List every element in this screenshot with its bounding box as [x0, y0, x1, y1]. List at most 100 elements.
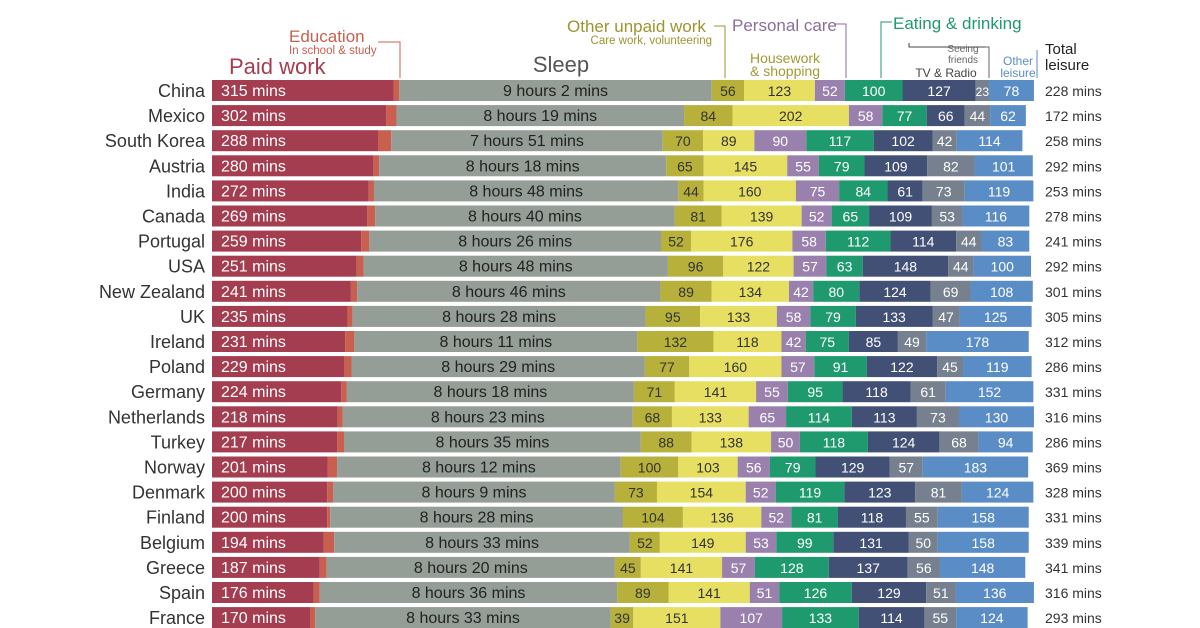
country-label: Portugal — [138, 232, 205, 252]
bar-segment-personal — [814, 80, 845, 101]
education-leader — [378, 41, 401, 78]
label-friends: 45 — [942, 359, 958, 375]
header-seeing-friends-2: friends — [948, 55, 978, 66]
label-other: 124 — [986, 485, 1010, 501]
label-friends: 44 — [961, 234, 977, 250]
eating-leader — [880, 21, 892, 78]
label-paid: 288 mins — [221, 133, 286, 150]
label-tv: 109 — [889, 209, 913, 225]
label-eating: 117 — [829, 133, 852, 149]
bar-segment-personal — [761, 506, 792, 528]
header-tv-radio: TV & Radio — [915, 66, 977, 80]
row-belgium: Belgium 194 mins 8 hours 33 mins 52 149 53 99 1… — [140, 531, 1102, 553]
bar-segment-friends — [907, 556, 940, 578]
label-tv: 129 — [877, 585, 901, 601]
total-leisure-label: 339 mins — [1045, 535, 1102, 551]
label-house: 176 — [730, 234, 754, 250]
bar-segment-unpaid — [674, 205, 722, 227]
bar-segment-house — [703, 155, 788, 177]
row-greece: Greece 187 mins 8 hours 20 mins 45 141 57 128 1… — [146, 556, 1102, 578]
bar-segment-personal — [792, 230, 826, 252]
label-eating: 80 — [828, 284, 844, 300]
total-leisure-label: 301 mins — [1045, 284, 1102, 300]
label-other: 101 — [992, 158, 1016, 174]
label-unpaid: 132 — [664, 334, 688, 350]
label-friends: 73 — [930, 409, 946, 425]
header-paid-work: Paid work — [229, 54, 327, 79]
bar-segment-paid — [212, 531, 324, 553]
bar-segment-paid — [212, 556, 320, 578]
bar-segment-tv — [859, 280, 931, 302]
bar-segment-edu — [327, 481, 334, 503]
bar-segment-personal — [801, 205, 832, 227]
total-leisure-label: 228 mins — [1045, 83, 1102, 99]
label-house: 123 — [768, 83, 792, 99]
header-total-leisure-2: leisure — [1045, 57, 1089, 74]
row-germany: Germany 224 mins 8 hours 18 mins 71 141 55 95 1… — [131, 381, 1102, 403]
bar-segment-edu — [361, 230, 370, 252]
bar-segment-eating — [775, 481, 845, 503]
label-eating: 79 — [834, 158, 850, 174]
bar-segment-eating — [791, 506, 838, 528]
bar-segment-other — [926, 331, 1029, 352]
label-sleep: 8 hours 9 mins — [422, 485, 527, 502]
total-leisure-label: 286 mins — [1045, 359, 1102, 375]
label-other: 83 — [998, 234, 1014, 250]
bar-segment-friends — [924, 607, 957, 628]
label-unpaid: 96 — [688, 259, 704, 275]
row-finland: Finland 200 mins 8 hours 28 mins 104 136 52 81… — [146, 506, 1102, 528]
label-other: 125 — [984, 309, 1008, 325]
label-eating: 133 — [809, 610, 833, 626]
label-house: 138 — [720, 434, 744, 450]
label-house: 133 — [699, 409, 723, 425]
label-friends: 55 — [914, 510, 930, 526]
label-sleep: 8 hours 23 mins — [431, 409, 545, 426]
bar-segment-eating — [844, 80, 903, 101]
label-friends: 56 — [916, 560, 932, 576]
bar-segment-house — [721, 205, 802, 227]
bar-segment-sleep — [369, 230, 661, 252]
label-sleep: 8 hours 20 mins — [414, 560, 528, 577]
label-eating: 118 — [823, 434, 846, 450]
bar-segment-unpaid — [662, 130, 704, 152]
label-house: 118 — [736, 334, 759, 350]
bar-segment-edu — [386, 105, 397, 127]
bar-segment-other — [939, 556, 1026, 578]
bar-segment-tv — [851, 406, 917, 428]
label-personal: 57 — [731, 560, 747, 576]
label-paid: 187 mins — [221, 560, 286, 577]
bar-segment-unpaid — [711, 80, 745, 101]
bar-segment-personal — [745, 481, 776, 503]
label-paid: 231 mins — [221, 334, 286, 351]
bar-segment-sleep — [373, 180, 679, 202]
bar-segment-friends — [926, 582, 956, 603]
bar-segment-sleep — [337, 456, 621, 478]
label-sleep: 8 hours 48 mins — [469, 183, 583, 200]
label-tv: 127 — [927, 83, 951, 99]
bar-segment-sleep — [396, 105, 685, 127]
country-label: USA — [168, 257, 205, 277]
bar-segment-sleep — [375, 205, 675, 227]
header-eating: Eating & drinking — [893, 14, 1022, 33]
bar-segment-sleep — [351, 356, 645, 378]
label-house: 89 — [721, 133, 737, 149]
bar-segment-unpaid — [637, 331, 714, 352]
label-eating: 112 — [847, 234, 870, 250]
label-personal: 50 — [778, 434, 794, 450]
label-sleep: 8 hours 35 mins — [435, 434, 549, 451]
bar-segment-paid — [212, 582, 314, 603]
bar-segment-edu — [319, 556, 327, 578]
bar-segment-other — [981, 230, 1030, 252]
bar-segment-other — [956, 130, 1023, 152]
bar-segment-edu — [378, 130, 392, 152]
row-turkey: Turkey 217 mins 8 hours 35 mins 88 138 50 118 1… — [151, 431, 1102, 453]
label-friends: 50 — [915, 535, 931, 551]
bar-segment-sleep — [315, 607, 611, 628]
label-sleep: 8 hours 28 mins — [442, 309, 556, 326]
bar-segment-sleep — [334, 531, 630, 553]
bar-segment-other — [962, 205, 1030, 227]
country-label: Netherlands — [108, 407, 205, 427]
country-label: Spain — [159, 583, 205, 603]
label-unpaid: 88 — [658, 434, 674, 450]
bar-segment-paid — [212, 130, 378, 152]
